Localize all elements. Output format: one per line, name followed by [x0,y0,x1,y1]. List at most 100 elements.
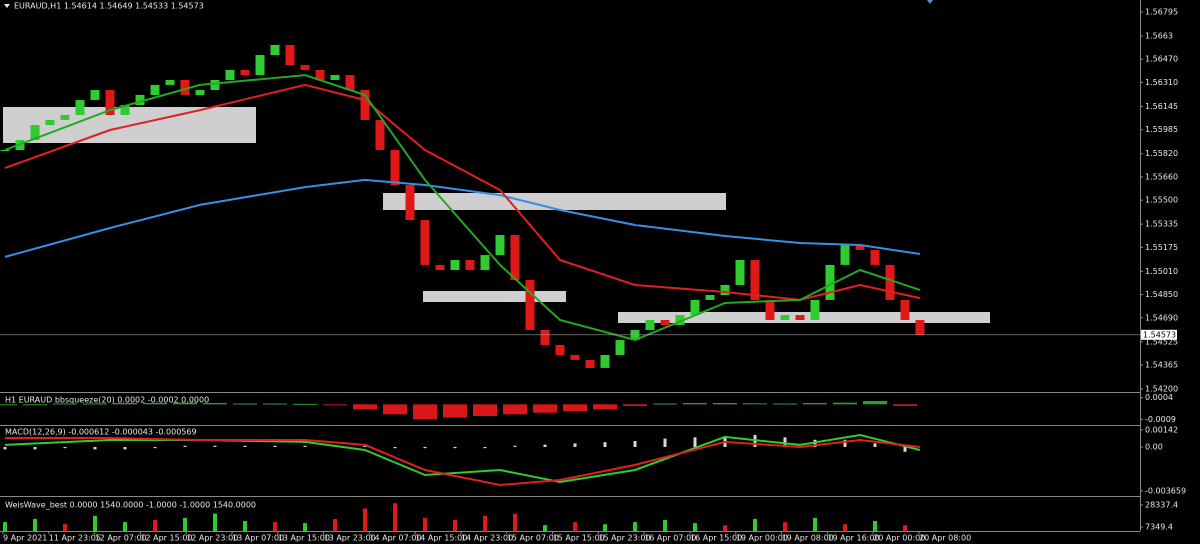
candle [300,65,310,70]
y-tick-label: 1.55175 [1145,243,1178,252]
histogram-bar [573,443,577,447]
last-price-box [1141,329,1177,340]
candle [270,44,280,56]
y-tick-label: 0.00 [1145,442,1163,451]
bar [233,403,257,405]
candle [30,125,40,140]
histogram-bar [693,437,697,447]
y-tick-label: 1.5663 [1145,31,1173,40]
histogram-bar [543,444,547,447]
candle [585,359,595,368]
bar [713,403,737,405]
x-tick-label: 12 Apr 07:00 [95,534,147,543]
x-tick-label: 13 Apr 07:00 [232,534,284,543]
volume-bar [423,517,427,532]
volume-bar [393,503,397,532]
x-tick-label: 19 Apr 00:00 [736,534,788,543]
histogram-bar [663,438,667,447]
volume-bar [453,519,457,532]
volume-bar [3,522,7,532]
candle [390,150,400,186]
candle [690,299,700,316]
zone [423,291,566,302]
x-tick-label: 19 Apr 16:00 [827,534,879,543]
histogram-bar [183,445,187,447]
y-tick-label: 1.54525 [1145,337,1178,346]
candle [345,75,355,91]
zone [383,193,726,210]
y-tick-label: 1.54365 [1145,361,1178,370]
x-tick-label: 16 Apr 07:00 [644,534,696,543]
y-tick-label: 1.54200 [1145,385,1178,394]
y-tick-label: -0.003659 [1145,486,1186,495]
histogram-bar [453,446,457,449]
histogram-bar [843,439,847,447]
x-tick-label: 14 Apr 15:00 [415,534,467,543]
panel-title: H1 EURAUD bbsqueeze(20) 0.0002 -0.0002 0… [5,396,209,405]
volume-bar [303,523,307,532]
candle [90,90,100,101]
bar [743,403,767,405]
indicator-line [4,74,921,342]
candle [45,119,55,126]
histogram-bar [513,445,517,447]
x-tick-label: 20 Apr 08:00 [919,534,971,543]
candle [795,315,805,320]
candle [135,94,145,105]
candle [165,79,175,85]
volume-bar [483,515,487,532]
candle [735,259,745,285]
bar [503,404,527,415]
histogram-bar [63,446,67,449]
candle [555,344,565,356]
candle [195,90,205,95]
candle [330,75,340,80]
volume-bar [183,517,187,532]
bar [293,403,317,405]
candle [720,284,730,296]
candle [615,340,625,356]
candle [570,355,580,360]
y-tick-label: 1.55985 [1145,125,1178,134]
volume-bar [33,518,37,532]
bar [863,401,887,405]
candle [405,185,415,221]
y-tick-label: 1.55010 [1145,267,1178,276]
y-tick-label: 1.55660 [1145,172,1178,181]
candle [120,104,130,116]
candle [780,315,790,320]
marker [927,0,933,4]
candle [225,69,235,80]
bar [203,403,227,405]
volume-bar [843,524,847,532]
x-tick-label: 20 Apr 00:00 [873,534,925,543]
volume-bar [903,525,907,532]
candle [810,299,820,320]
histogram-bar [33,446,37,450]
volume-bar [873,521,877,532]
candle [855,245,865,250]
bar [83,403,107,405]
bar [683,403,707,405]
candle [675,315,685,325]
bar [563,404,587,411]
indicator-line [4,178,921,258]
candle [495,235,505,256]
candle [600,355,610,368]
bar [773,403,797,405]
volume-bar [333,518,337,532]
candle [885,264,895,300]
x-tick-label: 16 Apr 15:00 [690,534,742,543]
candle [540,330,550,345]
volume-bar [363,508,367,532]
x-tick-label: 19 Apr 08:00 [782,534,834,543]
y-tick-label: 1.54690 [1145,313,1178,322]
volume-bar [543,525,547,532]
candle [465,259,475,271]
histogram-bar [3,446,7,450]
y-tick-label: 28337.4 [1145,500,1178,509]
candle [645,319,655,331]
x-tick-label: 11 Apr 23:05 [49,534,101,543]
